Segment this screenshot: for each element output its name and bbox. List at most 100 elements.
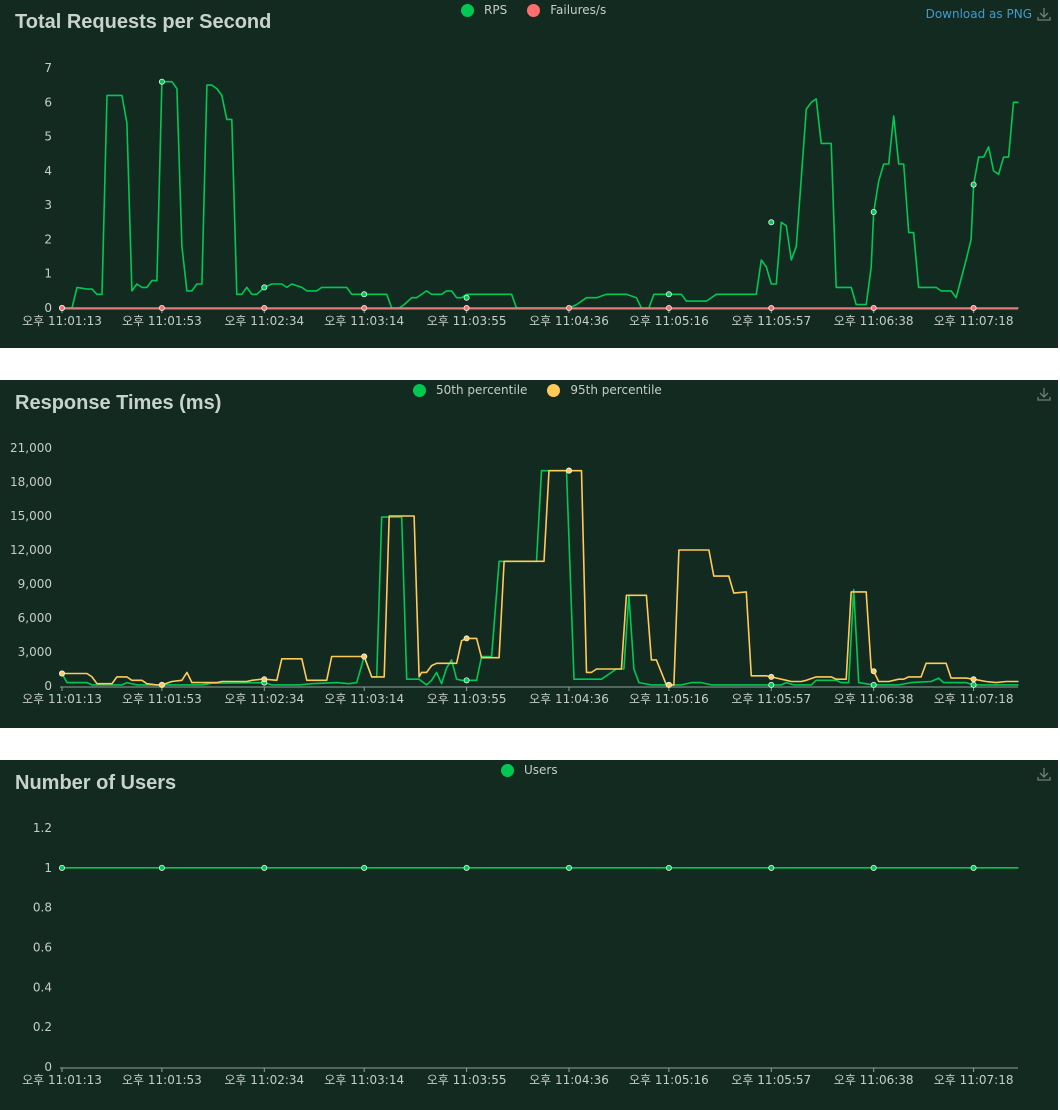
y-tick-label: 5 — [44, 130, 52, 144]
legend-dot-icon — [547, 383, 561, 397]
x-tick-label: 오후 11:05:16 — [629, 314, 709, 328]
chart-title-response-times: Response Times (ms) — [15, 392, 222, 414]
x-tick-label: 오후 11:03:14 — [324, 692, 404, 706]
x-tick-label: 오후 11:04:36 — [529, 1073, 609, 1087]
data-point-marker — [463, 294, 470, 301]
data-point-marker — [463, 677, 470, 684]
data-point-marker — [158, 864, 165, 871]
data-point-marker — [361, 653, 368, 660]
data-point-marker — [261, 304, 268, 311]
y-tick-label: 6,000 — [18, 611, 52, 625]
series-line-0 — [62, 80, 1019, 309]
data-point-marker — [768, 681, 775, 688]
rps-legend: RPS Failures/s — [461, 3, 620, 17]
download-button[interactable] — [1036, 766, 1052, 782]
x-tick-label: 오후 11:03:55 — [427, 314, 507, 328]
data-point-marker — [158, 78, 165, 85]
legend-item-failures[interactable]: Failures/s — [527, 3, 620, 17]
data-point-marker — [870, 668, 877, 675]
x-tick-label: 오후 11:05:57 — [731, 692, 811, 706]
data-point-marker — [565, 864, 572, 871]
data-point-marker — [768, 219, 775, 226]
legend-item-users[interactable]: Users — [501, 763, 572, 777]
data-point-marker — [970, 864, 977, 871]
legend-dot-icon — [413, 383, 426, 397]
data-point-marker — [970, 181, 977, 188]
x-tick-label: 오후 11:02:34 — [224, 314, 304, 328]
data-point-marker — [768, 864, 775, 871]
download-png-button[interactable]: Download as PNG — [926, 6, 1052, 22]
data-point-marker — [665, 864, 672, 871]
users-chart-panel: Number of Users Users 0 0.2 0.4 0.6 0.8 1 1.2 오… — [0, 760, 1058, 1110]
x-tick-label: 오후 11:06:38 — [834, 314, 914, 328]
data-point-marker — [665, 304, 672, 311]
data-point-marker — [158, 681, 165, 688]
data-point-marker — [870, 208, 877, 215]
download-icon — [1037, 768, 1051, 781]
series-line-0 — [61, 469, 1019, 686]
x-tick-label: 오후 11:04:36 — [529, 692, 609, 706]
x-tick-label: 오후 11:07:18 — [934, 692, 1014, 706]
legend-dot-icon — [527, 3, 541, 17]
x-tick-label: 오후 11:01:13 — [22, 692, 102, 706]
x-tick-label: 오후 11:01:13 — [22, 1073, 102, 1087]
y-tick-label: 0.2 — [33, 1020, 52, 1034]
data-point-marker — [870, 304, 877, 311]
data-point-marker — [970, 681, 977, 688]
data-point-marker — [463, 864, 470, 871]
y-tick-label: 1 — [44, 267, 52, 281]
y-tick-label: 0 — [44, 1060, 52, 1074]
data-point-marker — [870, 681, 877, 688]
data-point-marker — [768, 673, 775, 680]
x-tick-label: 오후 11:01:53 — [122, 314, 202, 328]
legend-label-95th: 95th percentile — [570, 383, 662, 397]
y-tick-label: 21,000 — [10, 441, 52, 455]
data-point-marker — [59, 864, 66, 871]
y-tick-label: 7 — [44, 61, 52, 75]
data-point-marker — [768, 304, 775, 311]
series-line-1 — [62, 469, 1019, 686]
y-tick-label: 18,000 — [10, 475, 52, 489]
download-icon — [1037, 8, 1051, 21]
legend-label-rps: RPS — [484, 3, 508, 17]
data-point-marker — [665, 291, 672, 298]
response-times-line-chart: 0 3,000 6,000 9,000 12,000 15,000 18,000 21,000… — [10, 441, 1019, 706]
x-tick-label: 오후 11:03:55 — [427, 1073, 507, 1087]
x-tick-label: 오후 11:01:53 — [122, 1073, 202, 1087]
data-point-marker — [361, 864, 368, 871]
rps-chart-panel: Total Requests per Second RPS Failures/s… — [0, 0, 1058, 348]
chart-title-users: Number of Users — [15, 772, 177, 794]
chart-title-rps: Total Requests per Second — [15, 11, 272, 33]
x-tick-label: 오후 11:05:57 — [731, 314, 811, 328]
y-tick-label: 3,000 — [18, 645, 52, 659]
x-tick-label: 오후 11:03:14 — [324, 314, 404, 328]
legend-dot-icon — [461, 3, 474, 17]
legend-dot-icon — [501, 763, 514, 777]
x-tick-label: 오후 11:03:55 — [427, 692, 507, 706]
response-times-legend: 50th percentile 95th percentile — [413, 383, 676, 397]
legend-item-95th[interactable]: 95th percentile — [547, 383, 675, 397]
x-tick-label: 오후 11:06:38 — [834, 692, 914, 706]
data-point-marker — [261, 864, 268, 871]
download-button[interactable] — [1036, 386, 1052, 402]
x-tick-label: 오후 11:04:36 — [529, 314, 609, 328]
legend-item-50th[interactable]: 50th percentile — [413, 383, 541, 397]
data-point-marker — [261, 676, 268, 683]
data-point-marker — [158, 304, 165, 311]
x-tick-label: 오후 11:05:16 — [629, 1073, 709, 1087]
y-tick-label: 4 — [44, 164, 52, 178]
data-point-marker — [665, 681, 672, 688]
data-point-marker — [361, 304, 368, 311]
users-line-chart: 0 0.2 0.4 0.6 0.8 1 1.2 오후 11:01:13 오후 11:01:53 오… — [22, 821, 1019, 1087]
x-tick-label: 오후 11:07:18 — [934, 314, 1014, 328]
x-tick-label: 오후 11:06:38 — [834, 1073, 914, 1087]
y-tick-label: 15,000 — [10, 509, 52, 523]
data-point-marker — [565, 304, 572, 311]
y-tick-label: 1 — [44, 861, 52, 875]
legend-item-rps[interactable]: RPS — [461, 3, 521, 17]
y-tick-label: 0.8 — [33, 901, 52, 915]
data-point-marker — [59, 670, 66, 677]
y-tick-label: 0.4 — [33, 980, 52, 994]
y-tick-label: 9,000 — [18, 577, 52, 591]
y-tick-label: 0 — [44, 301, 52, 315]
